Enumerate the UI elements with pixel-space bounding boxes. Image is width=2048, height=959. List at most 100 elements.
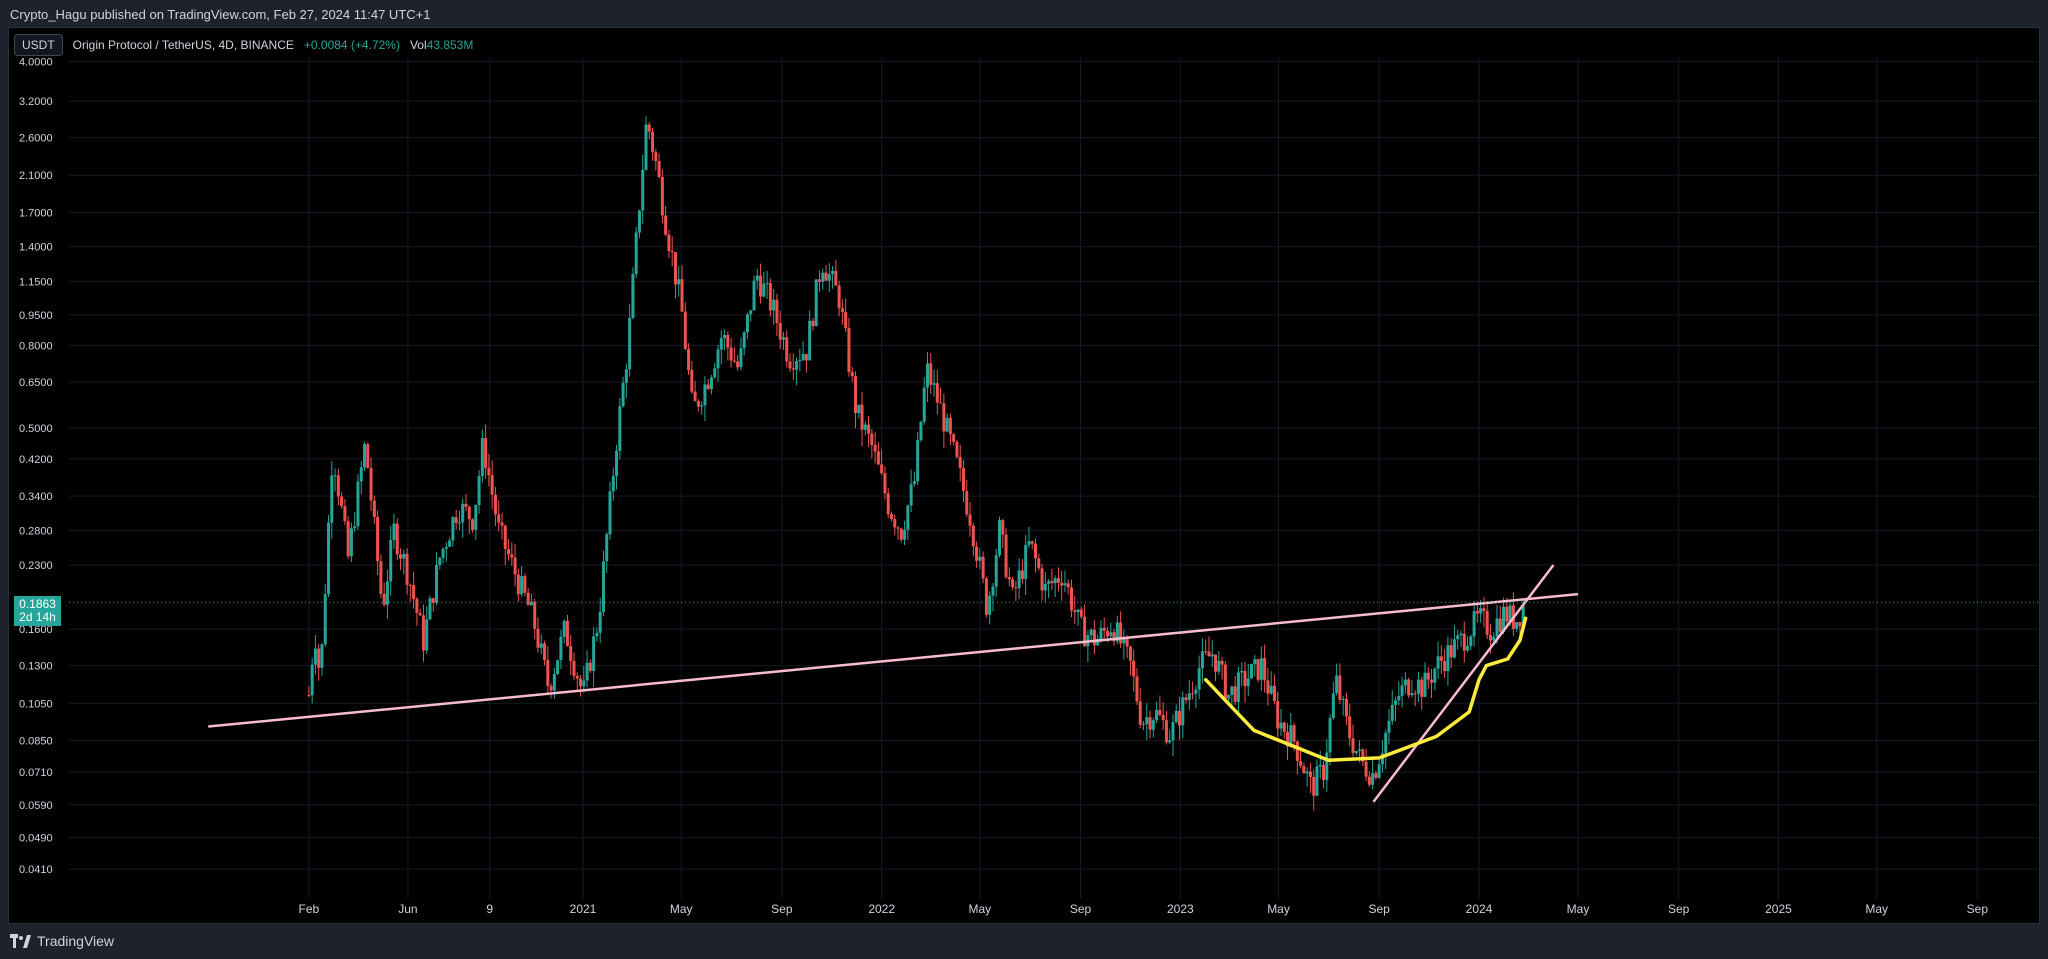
candle-body (552, 674, 556, 691)
candle (353, 512, 357, 533)
candle-body (988, 595, 992, 615)
candle-body (1161, 714, 1165, 721)
candle (736, 354, 740, 371)
candle (1086, 630, 1090, 662)
candle (513, 543, 517, 587)
candle-body (1377, 764, 1381, 778)
candle (906, 504, 910, 540)
candle-body (628, 317, 632, 370)
candle-body (412, 585, 416, 599)
candle-body (765, 283, 769, 285)
candle (876, 442, 880, 466)
candle-body (1456, 635, 1460, 640)
candle (484, 424, 488, 479)
chart-grid (69, 58, 2038, 898)
candle-body (1174, 710, 1178, 723)
candle (657, 153, 661, 179)
candle (1030, 540, 1034, 550)
candle-body (1325, 752, 1329, 781)
candle-body (831, 270, 835, 275)
candle (395, 518, 399, 561)
candle (752, 275, 756, 311)
candle (1308, 762, 1312, 793)
y-tick-label: 2.6000 (19, 133, 53, 145)
candle-body (1416, 679, 1420, 694)
candle-body (346, 521, 350, 557)
candle-body (742, 332, 746, 349)
chart-frame[interactable] (8, 27, 2040, 924)
candle (438, 556, 442, 570)
x-tick-label: May (670, 902, 693, 916)
candle-body (1354, 751, 1358, 754)
candle-body (723, 335, 727, 339)
candle (860, 392, 864, 447)
candle (1011, 576, 1015, 591)
candle-body (1256, 659, 1260, 680)
candle (942, 393, 946, 448)
candle-body (320, 644, 324, 668)
candle (500, 512, 504, 540)
candle-body (1485, 611, 1489, 635)
candle-body (736, 361, 740, 368)
candle-body (1217, 660, 1221, 672)
candle-body (821, 272, 825, 282)
candle (490, 460, 494, 510)
candle (660, 169, 664, 223)
candle (742, 330, 746, 356)
candle (1256, 658, 1260, 683)
candle (1063, 570, 1067, 593)
candle-body (968, 514, 972, 526)
tradingview-brand[interactable]: TradingView (10, 930, 114, 952)
candle-body (716, 349, 720, 369)
candle-body (647, 124, 651, 132)
candle (461, 498, 465, 538)
candle-body (687, 349, 691, 371)
symbol-title[interactable]: Origin Protocol / TetherUS, 4D, BINANCE (72, 38, 294, 52)
candle-body (487, 467, 491, 476)
candle-body (356, 481, 360, 527)
candle (857, 404, 861, 419)
candle (853, 371, 857, 429)
y-tick-label: 0.0850 (19, 735, 53, 747)
candle-body (909, 484, 913, 506)
candle (1426, 666, 1430, 690)
candle-body (899, 528, 903, 540)
candle-body (533, 601, 537, 629)
candle (939, 387, 943, 404)
candle-body (1207, 651, 1211, 657)
candle-body (814, 279, 818, 327)
candle (1377, 759, 1381, 779)
candle-body (1063, 583, 1067, 586)
y-tick-label: 4.0000 (19, 57, 53, 69)
candle-body (997, 520, 1001, 556)
candle-body (601, 561, 605, 612)
candle (1125, 635, 1129, 659)
candle-body (1171, 722, 1175, 741)
x-tick-label: 9 (486, 902, 493, 916)
x-tick-label: Sep (1368, 902, 1390, 916)
price-chart[interactable]: 4.0000 3.2000 2.6000 2.1000 1.7000 1.4000 1.15… (9, 28, 2038, 921)
candle (732, 347, 736, 364)
candle-body (523, 576, 527, 593)
candle-body (961, 468, 965, 491)
candle (372, 495, 376, 525)
candle (1138, 688, 1142, 729)
candle-body (1200, 651, 1204, 669)
candle (529, 593, 533, 606)
candle (808, 310, 812, 361)
candle-body (788, 361, 792, 369)
candle (1354, 750, 1358, 756)
candle (1282, 721, 1286, 739)
candle-body (1155, 709, 1159, 721)
candle (817, 270, 821, 292)
candle-body (948, 417, 952, 435)
quote-currency-button[interactable]: USDT (14, 34, 63, 56)
candle (1200, 638, 1204, 683)
candle (1158, 695, 1162, 717)
candle-body (569, 646, 573, 661)
candle-body (762, 283, 766, 297)
candle-body (451, 517, 455, 541)
candle-body (958, 456, 962, 469)
candle-body (1197, 668, 1201, 690)
candle (464, 493, 468, 512)
